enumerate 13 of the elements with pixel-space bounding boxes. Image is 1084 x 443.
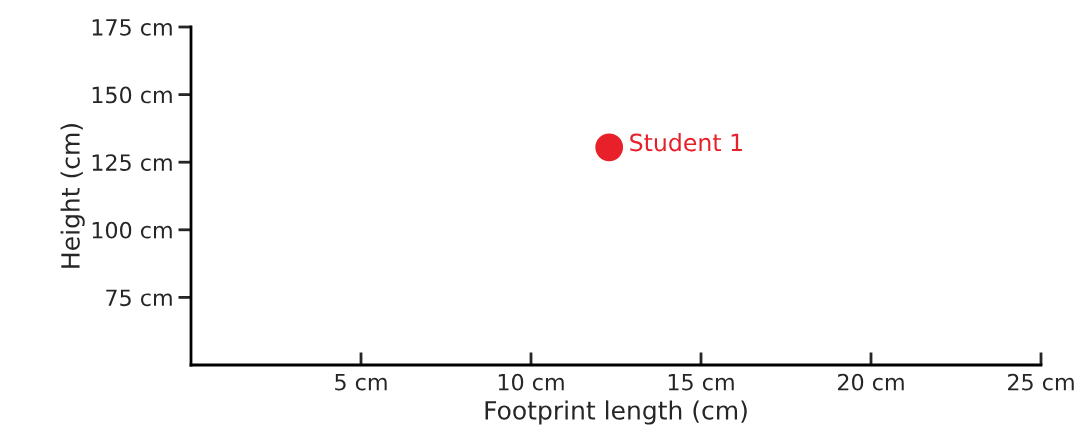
y-tick-label: 150 cm: [92, 86, 172, 104]
y-tick-label: 100 cm: [92, 221, 172, 239]
x-tick-label: 5 cm: [335, 374, 387, 391]
y-tick-label: 125 cm: [92, 154, 172, 171]
x-tick-label: 15 cm: [668, 374, 734, 391]
y-axis-title: Height (cm): [60, 124, 85, 268]
x-axis-title: Footprint length (cm): [485, 400, 747, 425]
y-tick-label: 175 cm: [92, 19, 172, 36]
y-tick-label: 75 cm: [106, 289, 172, 307]
x-tick-label: 10 cm: [498, 373, 564, 391]
series-label: Student 1: [630, 133, 742, 152]
x-tick-label: 20 cm: [838, 373, 904, 391]
x-tick-label: 25 cm: [1008, 373, 1074, 391]
